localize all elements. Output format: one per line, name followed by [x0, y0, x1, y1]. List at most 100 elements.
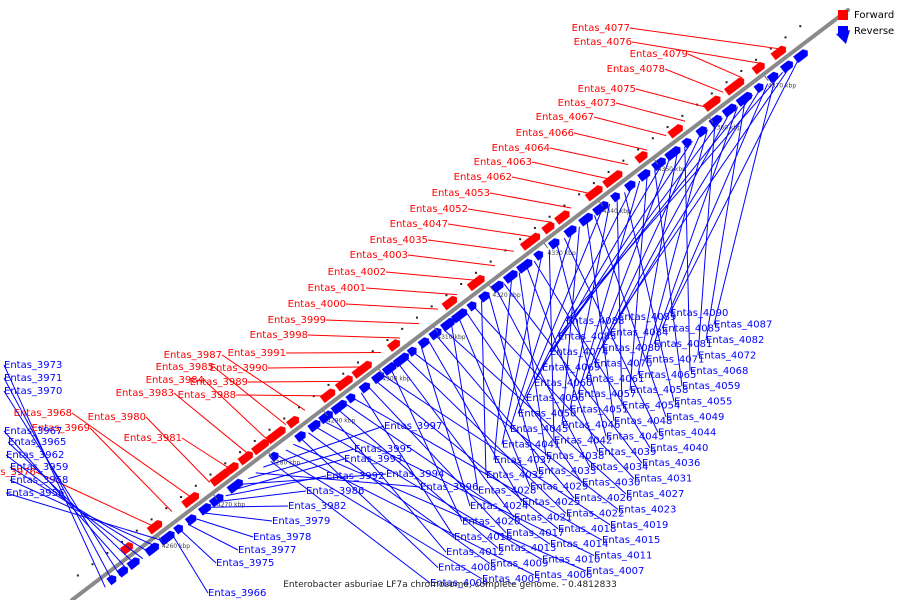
forward-gene-label: Entas_4067: [536, 112, 594, 123]
forward-tick-mark: [194, 484, 197, 487]
reverse-gene-shape: [330, 399, 347, 415]
reverse-gene-label: Entas_3967: [4, 426, 62, 437]
reverse-gene-shape: [502, 269, 518, 284]
reverse-leader: [624, 192, 675, 402]
reverse-gene: [490, 280, 504, 294]
forward-tick-mark: [445, 294, 448, 297]
reverse-gene-label: Entas_3979: [272, 516, 330, 527]
forward-gene-label: Entas_3983: [116, 388, 174, 399]
reverse-gene-label: Entas_3965: [8, 437, 66, 448]
reverse-gene-label: Entas_4061: [586, 374, 644, 385]
reverse-gene-shape: [158, 530, 175, 546]
reverse-leader: [705, 100, 746, 341]
reverse-leader: [501, 255, 543, 445]
reverse-leader: [669, 60, 799, 314]
reverse-leader: [563, 237, 659, 433]
reverse-gene-label: Entas_4036: [642, 458, 700, 469]
forward-leader: [89, 427, 173, 512]
forward-gene: [251, 438, 269, 456]
forward-gene-shape: [225, 461, 239, 475]
scale-label: 4370 kbp: [768, 82, 796, 89]
forward-gene: [602, 170, 623, 189]
scale-tick: [488, 285, 494, 291]
forward-gene-label: Entas_4063: [474, 157, 532, 168]
reverse-gene-label: Entas_4031: [634, 474, 692, 485]
forward-gene-label: Entas_4001: [308, 283, 366, 294]
forward-leader: [629, 27, 781, 50]
reverse-gene-label: Entas_4072: [698, 350, 756, 361]
reverse-gene-shape: [721, 103, 737, 118]
forward-tick-mark: [430, 305, 433, 308]
reverse-gene-shape: [345, 393, 356, 404]
forward-leader: [247, 380, 343, 383]
forward-gene-label: Entas_4075: [578, 84, 636, 95]
forward-tick-mark: [784, 36, 787, 39]
scale-tick: [764, 75, 769, 81]
forward-gene-shape: [770, 45, 787, 61]
forward-tick-mark: [342, 372, 345, 375]
reverse-gene-label: Entas_4060: [534, 378, 592, 389]
reverse-gene-label: Entas_4017: [506, 528, 564, 539]
forward-leader: [235, 394, 324, 397]
forward-tick-mark: [150, 518, 153, 521]
scale-tick: [378, 368, 383, 375]
reverse-gene-label: Entas_4059: [682, 381, 740, 392]
reverse-leader: [210, 505, 289, 508]
reverse-gene: [779, 60, 793, 74]
forward-tick-mark: [106, 552, 109, 555]
forward-leader: [35, 471, 154, 527]
scale-tick: [213, 494, 218, 500]
forward-tick-mark: [533, 226, 536, 229]
reverse-gene-label: Entas_4018: [558, 524, 616, 535]
forward-gene-shape: [334, 375, 353, 392]
reverse-gene-label: Entas_4068: [690, 366, 748, 377]
reverse-gene-shape: [779, 60, 793, 74]
reverse-leader: [654, 169, 683, 387]
forward-gene-label: Entas_3976: [0, 467, 36, 478]
reverse-gene-label: Entas_4026: [574, 493, 632, 504]
reverse-gene-label: Entas_4042: [554, 435, 612, 446]
reverse-gene-label: Entas_4085: [662, 324, 720, 335]
forward-tick-mark: [622, 159, 625, 162]
reverse-gene: [226, 478, 243, 494]
forward-gene: [386, 339, 400, 352]
forward-gene: [723, 77, 745, 96]
forward-tick-mark: [519, 238, 522, 241]
reverse-leader: [203, 512, 273, 522]
reverse-gene-label: Entas_3971: [4, 373, 62, 384]
scale-tick: [598, 201, 604, 207]
reverse-leader: [629, 175, 648, 391]
reverse-gene: [126, 557, 140, 570]
reverse-leader: [549, 117, 723, 353]
reverse-gene-shape: [637, 169, 651, 182]
reverse-leader: [548, 249, 555, 441]
reverse-leader: [278, 455, 483, 580]
reverse-leader: [645, 129, 708, 360]
reverse-gene-label: Entas_4069: [542, 362, 600, 373]
forward-gene: [351, 360, 372, 379]
forward-leader: [687, 53, 743, 79]
reverse-leader: [569, 203, 611, 410]
reverse-gene-shape: [406, 346, 417, 357]
forward-leader: [173, 392, 249, 455]
forward-gene: [466, 274, 485, 292]
forward-gene-label: Entas_3968: [14, 408, 72, 419]
reverse-gene: [478, 291, 490, 303]
reverse-legend-swatch: [838, 26, 848, 36]
forward-gene: [554, 210, 570, 225]
forward-tick-mark: [666, 126, 669, 129]
reverse-leader: [697, 123, 716, 356]
forward-gene-label: Entas_4078: [607, 64, 665, 75]
reverse-gene-label: Entas_4033: [538, 466, 596, 477]
reverse-gene-label: Entas_4055: [674, 397, 732, 408]
forward-leader: [267, 366, 362, 369]
scale-tick: [323, 410, 328, 417]
reverse-gene-label: Entas_3994: [386, 469, 444, 480]
reverse-gene-shape: [106, 575, 117, 586]
reverse-gene-label: Entas_4044: [658, 427, 716, 438]
forward-gene-label: Entas_4079: [630, 49, 688, 60]
reverse-leader: [637, 152, 678, 375]
reverse-gene: [208, 493, 224, 508]
forward-gene-shape: [466, 274, 485, 292]
reverse-gene: [466, 301, 477, 312]
